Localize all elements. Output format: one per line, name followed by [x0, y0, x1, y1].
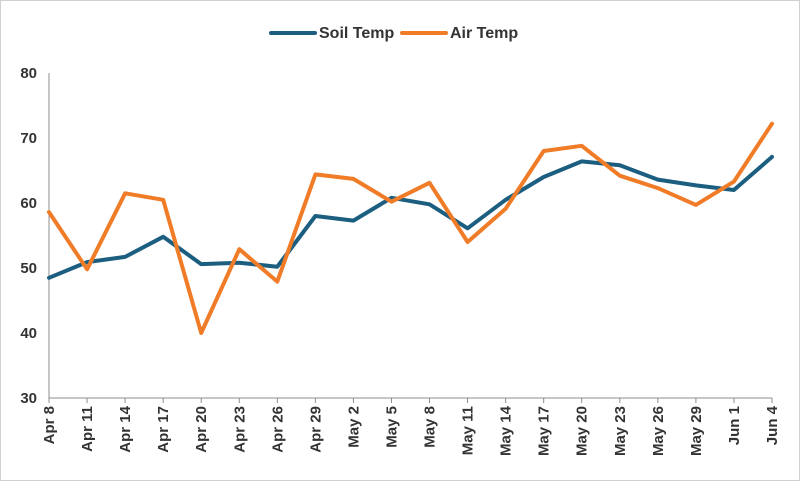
axes: 30 40 50 60 70 80 Apr 8 Apr 11 Apr 14 Apr 17 Apr 2… — [20, 65, 781, 456]
x-tick-label: Apr 8 — [41, 406, 58, 444]
x-tick-label: Apr 29 — [307, 406, 324, 453]
x-tick-label: Apr 14 — [117, 405, 134, 452]
legend: Soil Temp Air Temp — [269, 25, 518, 42]
x-tick-label: May 14 — [498, 405, 515, 456]
x-tick-label: May 8 — [422, 406, 439, 448]
y-tick-label: 40 — [20, 325, 37, 342]
y-tick-label: 50 — [20, 260, 37, 277]
y-tick-label: 70 — [20, 130, 37, 147]
x-tick-label: Jun 1 — [726, 406, 743, 445]
x-tick-label: Apr 20 — [193, 406, 210, 453]
y-tick-label: 30 — [20, 390, 37, 407]
x-tick-label: May 17 — [536, 406, 553, 456]
series-line-air-temp — [47, 121, 774, 335]
x-tick-label: Jun 4 — [764, 405, 781, 445]
legend-label-soil-temp: Soil Temp — [319, 25, 394, 42]
x-tick-label: May 5 — [383, 406, 400, 448]
y-tick-label: 60 — [20, 195, 37, 212]
x-tick-label: Apr 23 — [231, 406, 248, 453]
x-tick-label: May 29 — [688, 406, 705, 456]
x-tick-label: Apr 17 — [155, 406, 172, 453]
x-tick-label: May 26 — [650, 406, 667, 456]
x-tick-label: Apr 11 — [79, 406, 96, 452]
legend-label-air-temp: Air Temp — [450, 25, 518, 42]
x-tick-label: May 11 — [460, 406, 477, 455]
series-layer — [47, 121, 774, 335]
x-tick-label: Apr 26 — [269, 406, 286, 453]
x-tick-label: May 20 — [574, 406, 591, 456]
y-tick-label: 80 — [20, 65, 37, 82]
x-tick-label: May 2 — [345, 406, 362, 448]
x-tick-label: May 23 — [612, 406, 629, 456]
series-line-soil-temp — [47, 154, 774, 280]
